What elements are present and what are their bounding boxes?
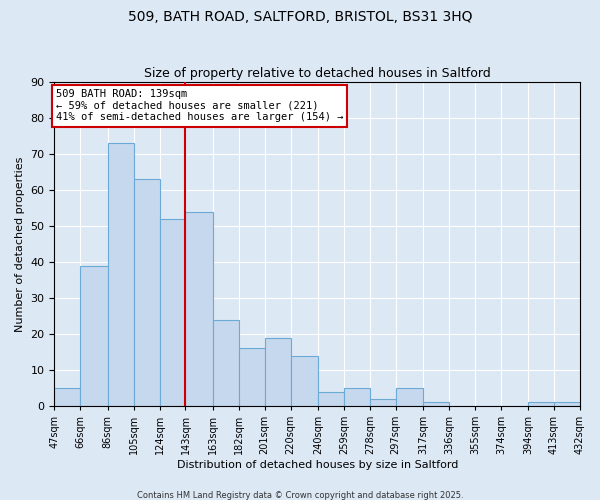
Y-axis label: Number of detached properties: Number of detached properties — [15, 156, 25, 332]
Bar — [423, 402, 449, 406]
Bar — [344, 388, 370, 406]
Text: 509 BATH ROAD: 139sqm
← 59% of detached houses are smaller (221)
41% of semi-det: 509 BATH ROAD: 139sqm ← 59% of detached … — [56, 90, 343, 122]
Bar — [528, 402, 554, 406]
Bar — [160, 219, 185, 406]
Text: 509, BATH ROAD, SALTFORD, BRISTOL, BS31 3HQ: 509, BATH ROAD, SALTFORD, BRISTOL, BS31 … — [128, 10, 472, 24]
Bar — [185, 212, 213, 406]
Bar — [395, 388, 423, 406]
Bar — [265, 338, 290, 406]
Bar — [239, 348, 265, 406]
Bar — [290, 356, 318, 406]
Bar — [55, 388, 80, 406]
Text: Contains HM Land Registry data © Crown copyright and database right 2025.: Contains HM Land Registry data © Crown c… — [137, 490, 463, 500]
Bar — [370, 399, 395, 406]
Bar — [554, 402, 580, 406]
X-axis label: Distribution of detached houses by size in Saltford: Distribution of detached houses by size … — [176, 460, 458, 470]
Title: Size of property relative to detached houses in Saltford: Size of property relative to detached ho… — [144, 66, 491, 80]
Bar — [318, 392, 344, 406]
Bar — [107, 144, 134, 406]
Bar — [134, 180, 160, 406]
Bar — [213, 320, 239, 406]
Bar — [80, 266, 107, 406]
